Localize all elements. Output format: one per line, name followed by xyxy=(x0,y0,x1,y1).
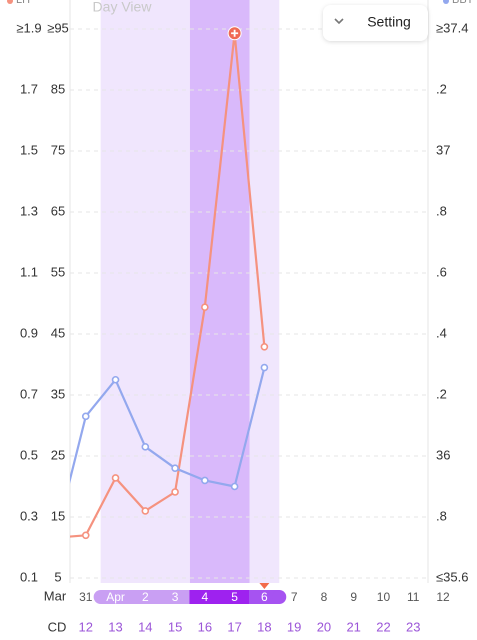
cd-label: 19 xyxy=(287,619,301,634)
point xyxy=(141,443,150,451)
yticks-label: 85 xyxy=(51,81,65,96)
yticks-label: 75 xyxy=(51,142,65,157)
y3ticks-label: 0.9 xyxy=(20,325,38,340)
point xyxy=(141,507,150,515)
button-bg[interactable] xyxy=(323,5,428,41)
legend-label: BBT xyxy=(452,0,474,6)
y2ticks-label: .8 xyxy=(436,203,447,218)
point xyxy=(230,482,239,491)
cd-label: 20 xyxy=(317,619,331,634)
yticks-label: 15 xyxy=(51,508,65,523)
y2ticks-label: .2 xyxy=(436,386,447,401)
y2ticks-label: .8 xyxy=(436,508,447,523)
cd-label: 21 xyxy=(346,619,360,634)
y3ticks-label: 1.1 xyxy=(20,264,38,279)
date-label: 31 xyxy=(79,590,93,604)
date-label: Apr xyxy=(106,590,125,604)
y3ticks-label: ≥1.9 xyxy=(16,20,41,35)
setting-button[interactable]: Setting xyxy=(323,5,428,41)
y3ticks-label: 1.7 xyxy=(20,81,38,96)
date-pill xyxy=(219,590,251,604)
legend-swatch xyxy=(443,0,449,4)
date-pill xyxy=(129,590,161,604)
date-pill xyxy=(249,590,280,604)
button-label[interactable]: Setting xyxy=(367,14,411,30)
point xyxy=(260,343,269,351)
date-row-label: Mar xyxy=(44,588,67,603)
date-label: 12 xyxy=(436,590,450,604)
y2ticks-label: ≤35.6 xyxy=(436,569,468,584)
cd-label: 18 xyxy=(257,619,271,634)
y3ticks-label: 0.3 xyxy=(20,508,38,523)
date-label: 2 xyxy=(142,590,149,604)
point xyxy=(201,303,209,311)
point xyxy=(111,375,120,384)
series-line xyxy=(70,32,266,538)
point xyxy=(171,464,179,473)
legend-label: LH xyxy=(16,0,30,6)
y2ticks-label: 37 xyxy=(436,142,450,157)
y2ticks-label: .4 xyxy=(436,325,447,340)
date-label: 8 xyxy=(321,590,328,604)
y3ticks-label: 0.1 xyxy=(20,569,38,584)
date-pill xyxy=(100,590,132,604)
date-label: 11 xyxy=(407,590,420,604)
series-line xyxy=(70,367,266,488)
yticks-label: ≥95 xyxy=(47,20,69,35)
yticks-label: 55 xyxy=(51,264,65,279)
date-label: 3 xyxy=(172,590,179,604)
cd-label: 23 xyxy=(406,619,420,634)
today-marker xyxy=(259,583,270,589)
y3ticks-label: 1.5 xyxy=(20,142,38,157)
point xyxy=(260,363,269,372)
date-label: 9 xyxy=(350,590,357,604)
cd-row-label: CD xyxy=(48,619,67,634)
cd-label: 17 xyxy=(227,619,241,634)
chevron-icon[interactable] xyxy=(334,18,344,25)
point xyxy=(81,531,90,540)
date-pill xyxy=(189,590,221,604)
pill-cap xyxy=(272,590,287,604)
date-label: 7 xyxy=(291,590,298,604)
cd-label: 13 xyxy=(108,619,122,634)
label-layer: 0.10.30.50.70.91.11.31.51.7≥1.9515253545… xyxy=(7,0,474,634)
pill-cap xyxy=(93,590,108,604)
date-pill xyxy=(159,590,191,604)
peak-plus xyxy=(231,29,239,37)
series-layer xyxy=(70,26,269,540)
date-label: 10 xyxy=(377,590,391,604)
point xyxy=(171,488,179,496)
yticks-label: 65 xyxy=(51,203,65,218)
legend-swatch xyxy=(7,0,13,4)
y2ticks-label: .6 xyxy=(436,264,447,279)
date-label: 4 xyxy=(202,590,209,604)
y2ticks-label: 36 xyxy=(436,447,450,462)
cd-label: 22 xyxy=(376,619,390,634)
date-label: 5 xyxy=(231,590,238,604)
yticks-label: 35 xyxy=(51,386,65,401)
grid-layer xyxy=(69,0,429,583)
cd-label: 15 xyxy=(168,619,182,634)
background-layer xyxy=(93,0,287,604)
yticks-label: 25 xyxy=(51,447,65,462)
y2ticks-label: ≥37.4 xyxy=(436,20,468,35)
y3ticks-label: 0.7 xyxy=(20,386,38,401)
yticks-label: 5 xyxy=(54,569,61,584)
date-label: 6 xyxy=(261,590,268,604)
point xyxy=(111,474,120,482)
cd-label: 14 xyxy=(138,619,152,634)
point xyxy=(201,476,209,485)
cd-label: 12 xyxy=(79,619,93,634)
y2ticks-label: .2 xyxy=(436,81,447,96)
point xyxy=(81,412,90,421)
y3ticks-label: 1.3 xyxy=(20,203,38,218)
yticks-label: 45 xyxy=(51,325,65,340)
cd-label: 16 xyxy=(198,619,212,634)
view-label: Day View xyxy=(93,0,153,15)
y3ticks-label: 0.5 xyxy=(20,447,38,462)
